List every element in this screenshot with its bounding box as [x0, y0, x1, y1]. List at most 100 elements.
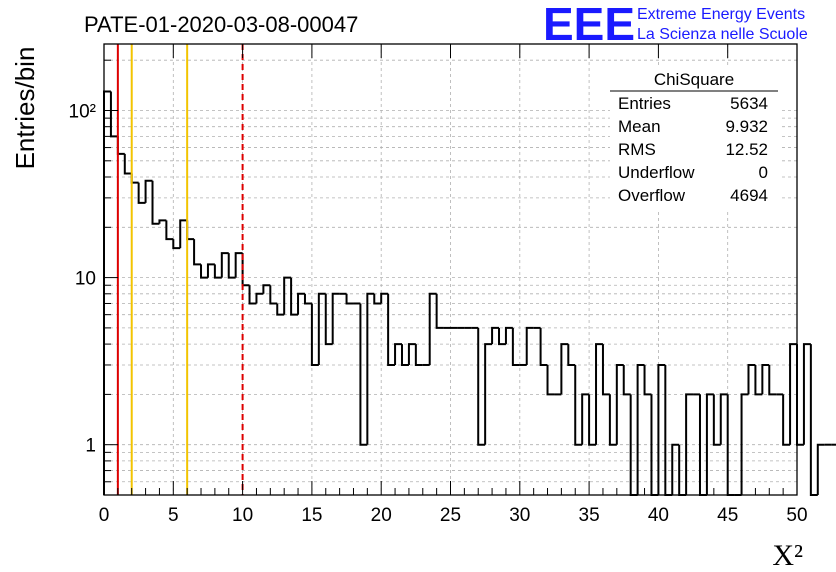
- histogram-bar: [796, 344, 804, 446]
- histogram-bar: [719, 393, 728, 445]
- histogram-bar: [331, 292, 340, 345]
- histogram-bar: [345, 293, 354, 305]
- histogram-bar: [664, 364, 673, 496]
- histogram-bar: [387, 293, 396, 366]
- histogram-bar: [324, 293, 333, 346]
- histogram-bar: [685, 393, 694, 495]
- histogram-bar: [782, 394, 791, 446]
- histogram-bar: [262, 284, 271, 294]
- histogram-bar: [130, 173, 139, 184]
- histogram-bar: [477, 327, 486, 446]
- histogram-bar: [103, 90, 111, 495]
- histogram-bar: [310, 303, 319, 366]
- histogram-bar: [539, 327, 548, 366]
- histogram-bar: [227, 253, 236, 279]
- x-tick-label: 5: [168, 505, 179, 526]
- chart-title: PATE-01-2020-03-08-00047: [84, 12, 358, 37]
- histogram-bar: [380, 292, 389, 304]
- histogram-bar: [608, 394, 617, 446]
- histogram-bar: [276, 303, 285, 316]
- stats-row-label: RMS: [618, 140, 656, 159]
- histogram-bar: [504, 326, 513, 345]
- x-tick-label: 25: [440, 505, 461, 526]
- histogram-bar: [400, 344, 409, 366]
- histogram-bar: [241, 253, 250, 287]
- histogram-bar: [179, 219, 188, 249]
- histogram-bar: [636, 363, 645, 495]
- histogram-bar: [484, 343, 493, 445]
- histogram-bar: [290, 277, 299, 316]
- histogram-bar: [255, 292, 264, 304]
- stats-box: ChiSquare Entries 5634 Mean 9.932 RMS 12.52 Un…: [610, 66, 780, 210]
- y-axis-label: Entries/bin: [10, 47, 40, 170]
- histogram-bar: [498, 327, 506, 346]
- x-tick-label: 15: [301, 505, 322, 526]
- x-tick-label: 0: [99, 505, 110, 526]
- histogram-bar: [297, 292, 305, 315]
- histogram-bar: [615, 363, 624, 445]
- eee-logo-mark: EEE: [543, 0, 635, 50]
- histogram-bar: [407, 343, 416, 365]
- histogram-bar: [172, 239, 181, 250]
- x-tick-label: 20: [371, 505, 392, 526]
- histogram-bar: [206, 263, 215, 278]
- histogram-bar: [109, 91, 118, 138]
- histogram-bar: [373, 293, 382, 305]
- histogram-bar: [809, 344, 818, 496]
- stats-row-value: 12.52: [725, 140, 768, 159]
- histogram-bar: [193, 239, 202, 266]
- histogram-bar: [435, 293, 444, 329]
- histogram-bar: [802, 343, 811, 445]
- histogram-bar: [491, 326, 500, 345]
- reference-lines: [116, 44, 244, 495]
- y-tick-label: 10²: [69, 101, 96, 122]
- stats-row-label: Underflow: [618, 163, 695, 182]
- histogram-bar: [816, 443, 825, 495]
- stats-row-value: 0: [759, 163, 768, 182]
- histogram-bar: [754, 364, 763, 396]
- histogram-bar: [158, 219, 167, 224]
- x-axis-label: X²: [772, 539, 803, 572]
- y-tick-label: 10: [75, 269, 96, 290]
- histogram-bar: [567, 344, 576, 366]
- histogram-bar: [234, 252, 243, 278]
- y-tick-label: 1: [85, 436, 96, 457]
- histogram-bar: [657, 363, 666, 495]
- histogram-bar: [560, 343, 569, 395]
- histogram-bar: [768, 364, 777, 396]
- x-tick-label: 50: [786, 505, 807, 526]
- histogram-bar: [581, 393, 590, 445]
- histogram-bar: [546, 364, 555, 396]
- histogram-bar: [283, 276, 292, 315]
- histogram-bar: [712, 394, 721, 446]
- histogram-bar: [525, 326, 534, 365]
- stats-row-value: 9.932: [725, 117, 768, 136]
- histogram-bar: [220, 252, 229, 278]
- histogram-bar: [511, 327, 520, 366]
- histogram-bar: [359, 303, 368, 446]
- histogram-bar: [186, 220, 195, 241]
- histogram-bar: [705, 393, 714, 495]
- histogram-bar: [643, 364, 652, 396]
- x-tick-label: 40: [648, 505, 669, 526]
- eee-logo-line1: Extreme Energy Events: [637, 6, 805, 23]
- histogram-bar: [144, 179, 153, 203]
- histogram-bar: [622, 364, 631, 396]
- histogram-bar: [366, 292, 375, 445]
- stats-row-value: 4694: [730, 186, 768, 205]
- histogram-bar: [269, 285, 278, 305]
- stats-row-label: Mean: [618, 117, 661, 136]
- histogram-bar: [248, 285, 257, 305]
- histogram-bar: [213, 264, 222, 279]
- eee-logo-line2: La Scienza nelle Scuole: [637, 26, 808, 43]
- histogram-bar: [595, 343, 603, 445]
- axis-ticks: 0 5 10 15 20 25 30 35 40 45 50 1 10 10²: [69, 44, 808, 526]
- histogram-bar: [747, 363, 756, 395]
- stats-box-bg: [610, 66, 780, 210]
- histogram-bar: [317, 292, 326, 365]
- eee-logo: EEE Extreme Energy Events La Scienza nel…: [543, 0, 808, 50]
- histogram-bar: [740, 393, 749, 495]
- histogram-bar: [761, 363, 770, 395]
- histogram-bar: [137, 182, 146, 204]
- histogram-bar: [303, 293, 312, 305]
